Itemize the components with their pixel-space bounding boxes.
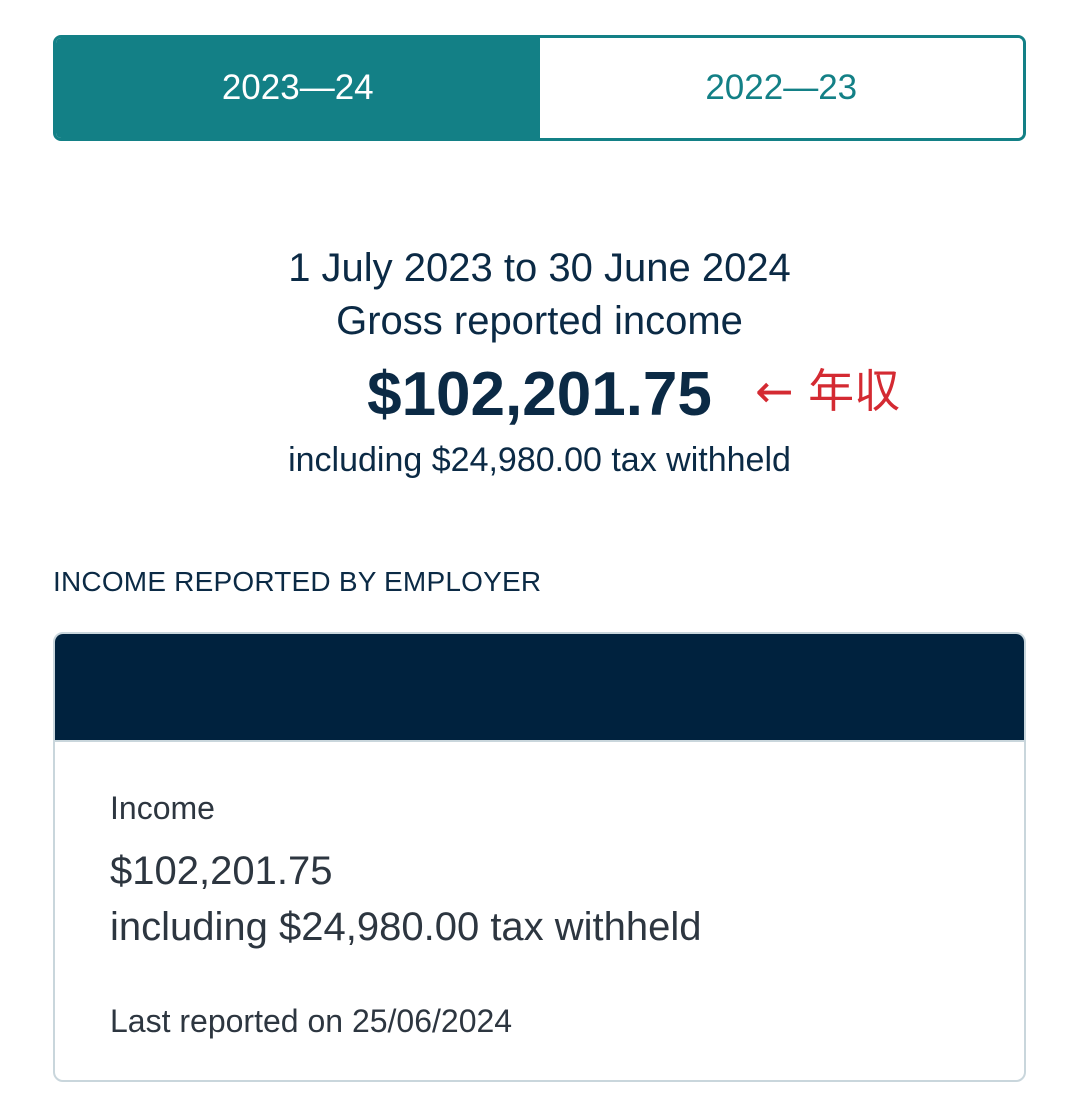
card-income-amount: $102,201.75 — [110, 849, 333, 893]
annual-income-annotation: ← 年収 — [755, 364, 901, 418]
period-range: 1 July 2023 to 30 June 2024 — [288, 246, 791, 290]
card-header-bar — [55, 634, 1024, 742]
employer-income-card[interactable]: Income $102,201.75 including $24,980.00 … — [53, 632, 1026, 1082]
card-tax-withheld: including $24,980.00 tax withheld — [110, 905, 702, 949]
card-income-label: Income — [110, 790, 215, 826]
income-summary: 1 July 2023 to 30 June 2024 Gross report… — [0, 240, 1079, 346]
card-last-reported: Last reported on 25/06/2024 — [110, 1003, 513, 1039]
tax-withheld-summary: including $24,980.00 tax withheld — [288, 441, 791, 479]
gross-income-label: Gross reported income — [336, 299, 743, 343]
section-heading-employer: INCOME REPORTED BY EMPLOYER — [53, 566, 542, 597]
tab-2023-24[interactable]: 2023—24 — [56, 38, 540, 138]
gross-income-amount: $102,201.75 — [367, 360, 712, 429]
year-tabs: 2023—24 2022—23 — [53, 35, 1026, 141]
tab-2022-23[interactable]: 2022—23 — [539, 38, 1023, 138]
